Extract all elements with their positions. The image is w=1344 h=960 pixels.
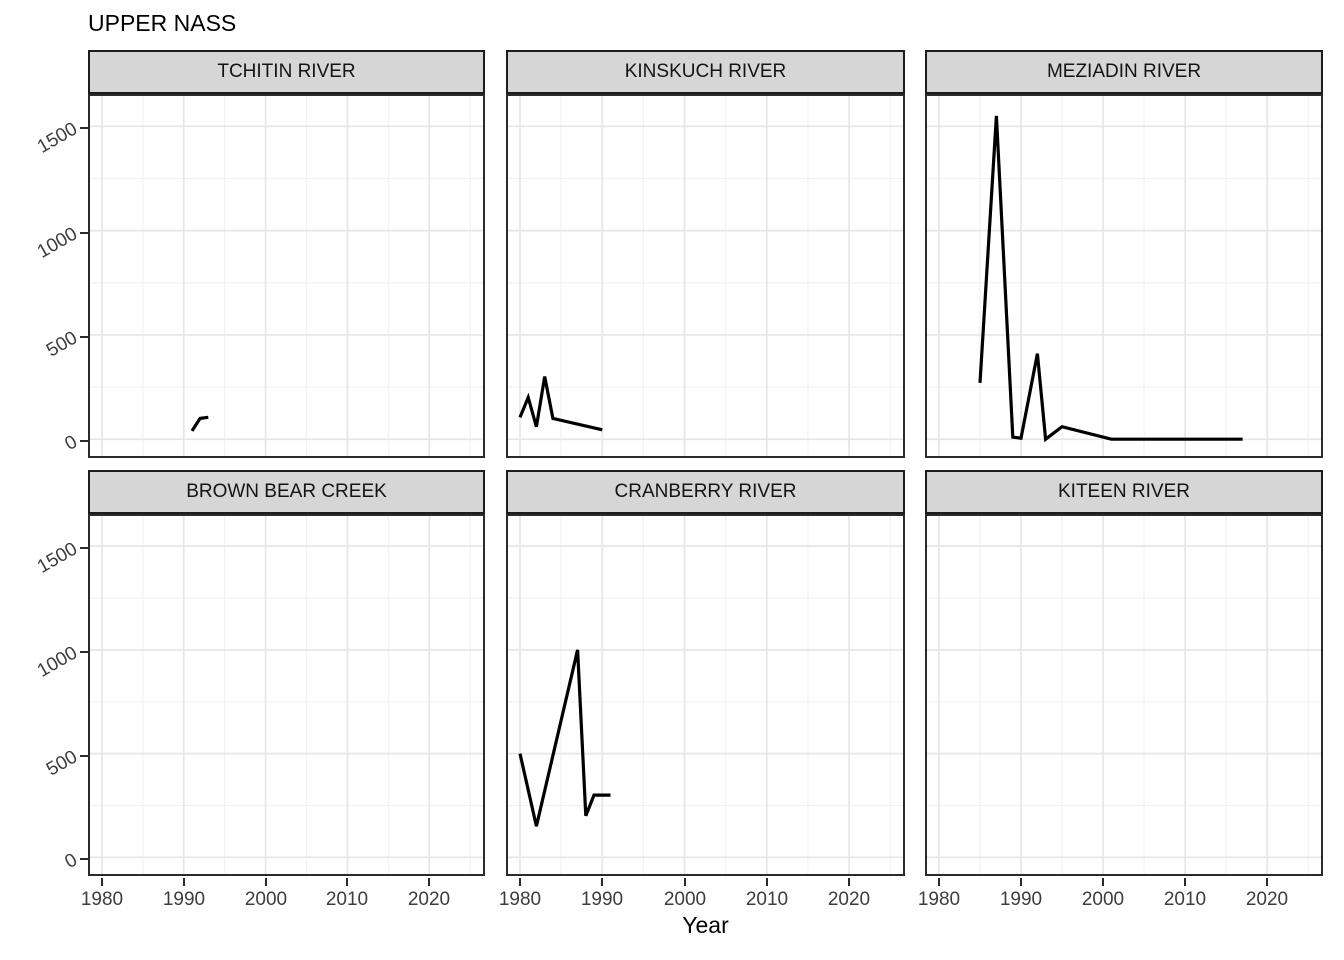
x-axis-tick <box>1266 878 1268 886</box>
facet-strip-label: KITEEN RIVER <box>1058 481 1190 502</box>
y-axis-tick <box>80 858 88 860</box>
facet-strip: BROWN BEAR CREEK <box>88 470 485 514</box>
facet-strip: TCHITIN RIVER <box>88 50 485 94</box>
x-tick-label: 1990 <box>162 889 206 910</box>
facet-plot-meziadin-river <box>925 94 1323 458</box>
x-tick-label: 1980 <box>80 889 124 910</box>
x-axis-tick <box>101 878 103 886</box>
y-tick-label: 1500 <box>33 118 81 158</box>
y-axis-tick <box>80 232 88 234</box>
x-axis-tick <box>346 878 348 886</box>
x-tick-label: 2000 <box>1081 889 1125 910</box>
facet-meziadin-river: MEZIADIN RIVER <box>925 50 1323 458</box>
x-axis-tick <box>766 878 768 886</box>
facet-kiteen-river: KITEEN RIVER <box>925 470 1323 876</box>
x-tick-label: 2010 <box>325 889 369 910</box>
facet-plot-tchitin-river <box>88 94 485 458</box>
facet-strip-label: BROWN BEAR CREEK <box>186 481 387 502</box>
facet-plot-kiteen-river <box>925 514 1323 876</box>
x-axis-tick <box>601 878 603 886</box>
x-axis-tick <box>1102 878 1104 886</box>
y-axis-tick <box>80 336 88 338</box>
y-axis-tick <box>80 755 88 757</box>
y-axis-tick <box>80 127 88 129</box>
y-axis-tick <box>80 651 88 653</box>
facet-brown-bear-creek: BROWN BEAR CREEK <box>88 470 485 876</box>
y-axis-tick <box>80 547 88 549</box>
x-axis-tick <box>183 878 185 886</box>
x-tick-label: 2020 <box>827 889 871 910</box>
facet-strip-label: MEZIADIN RIVER <box>1046 61 1202 82</box>
x-axis-tick <box>1020 878 1022 886</box>
x-axis-tick <box>848 878 850 886</box>
x-axis-tick <box>265 878 267 886</box>
facet-strip-label: TCHITIN RIVER <box>217 61 356 82</box>
x-tick-label: 1980 <box>498 889 542 910</box>
x-axis-title: Year <box>682 912 729 938</box>
chart-title: UPPER NASS <box>88 10 237 36</box>
x-axis-tick <box>428 878 430 886</box>
y-tick-label: 0 <box>61 849 81 873</box>
x-axis-tick <box>938 878 940 886</box>
x-tick-label: 1980 <box>917 889 961 910</box>
x-tick-label: 2000 <box>663 889 707 910</box>
x-tick-label: 2010 <box>1163 889 1207 910</box>
facet-strip: CRANBERRY RIVER <box>506 470 905 514</box>
x-tick-label: 2010 <box>745 889 789 910</box>
facet-tchitin-river: TCHITIN RIVER <box>88 50 485 458</box>
facet-strip: KITEEN RIVER <box>925 470 1323 514</box>
y-tick-label: 500 <box>43 327 81 362</box>
facet-plot-cranberry-river <box>506 514 905 876</box>
y-axis-tick <box>80 440 88 442</box>
y-tick-label: 1000 <box>33 223 81 263</box>
facet-plot-brown-bear-creek <box>88 514 485 876</box>
x-axis-tick <box>1184 878 1186 886</box>
y-tick-label: 1000 <box>33 642 81 682</box>
x-axis-tick <box>519 878 521 886</box>
x-axis-tick <box>684 878 686 886</box>
facet-strip-label: KINSKUCH RIVER <box>624 61 787 82</box>
facet-kinskuch-river: KINSKUCH RIVER <box>506 50 905 458</box>
facet-cranberry-river: CRANBERRY RIVER <box>506 470 905 876</box>
facet-strip-label: CRANBERRY RIVER <box>614 481 797 502</box>
y-tick-label: 0 <box>61 431 81 455</box>
facet-plot-kinskuch-river <box>506 94 905 458</box>
x-tick-label: 2000 <box>244 889 288 910</box>
x-tick-label: 2020 <box>1245 889 1289 910</box>
facet-strip: MEZIADIN RIVER <box>925 50 1323 94</box>
y-tick-label: 500 <box>43 746 81 781</box>
x-tick-label: 1990 <box>580 889 624 910</box>
y-tick-label: 1500 <box>33 538 81 578</box>
facet-strip: KINSKUCH RIVER <box>506 50 905 94</box>
x-tick-label: 1990 <box>999 889 1043 910</box>
x-tick-label: 2020 <box>407 889 451 910</box>
